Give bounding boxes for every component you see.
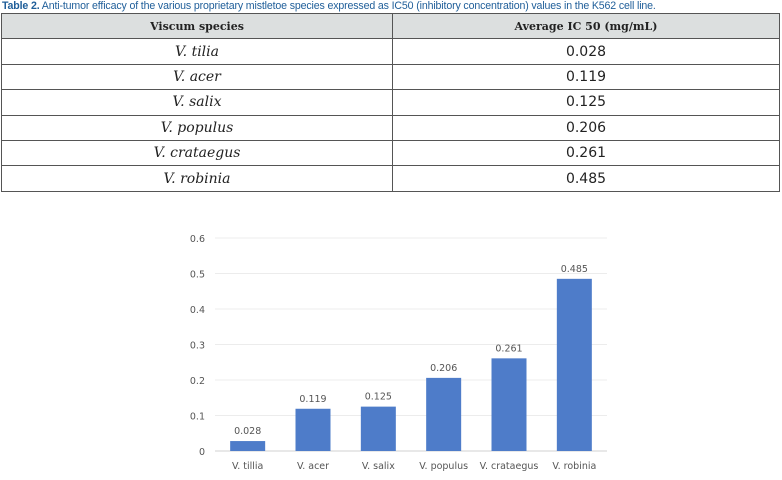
bar — [491, 358, 527, 451]
table-row: V. salix 0.125 — [1, 89, 780, 116]
caption-text: Anti-tumor efficacy of the various propr… — [39, 0, 656, 12]
header-ic50: Average IC 50 (mg/mL) — [392, 12, 780, 40]
ic50-cell: 0.028 — [392, 38, 780, 65]
bar — [295, 408, 331, 451]
x-tick-label: V. tillia — [232, 461, 263, 472]
y-tick-label: 0.2 — [190, 376, 205, 387]
header-species: Viscum species — [1, 12, 393, 40]
ic50-cell: 0.261 — [392, 139, 780, 167]
species-cell: V. acer — [1, 63, 393, 91]
bar — [426, 377, 462, 451]
bar — [360, 406, 396, 451]
x-tick-label: V. salix — [362, 461, 395, 472]
y-tick-label: 0.4 — [190, 305, 205, 316]
caption-label: Table 2. — [2, 0, 40, 12]
data-label: 0.206 — [430, 363, 457, 374]
x-tick-label: V. crataegus — [480, 461, 539, 472]
data-label: 0.028 — [234, 426, 261, 437]
x-tick-label: V. robinia — [552, 461, 596, 472]
y-tick-label: 0 — [199, 447, 205, 458]
x-tick-label: V. acer — [297, 461, 329, 472]
y-tick-label: 0.5 — [190, 270, 205, 281]
y-tick-label: 0.3 — [190, 341, 205, 352]
table-caption: Table 2. Anti-tumor efficacy of the vari… — [2, 0, 656, 12]
ic50-table: Viscum species Average IC 50 (mg/mL) V. … — [1, 12, 780, 192]
data-label: 0.485 — [561, 264, 588, 275]
y-tick-label: 0.1 — [190, 412, 205, 423]
table-row: V. robinia 0.485 — [1, 165, 780, 192]
species-cell: V. tilia — [1, 38, 393, 65]
data-label: 0.125 — [365, 392, 392, 403]
bar — [556, 278, 592, 451]
y-tick-label: 0.6 — [190, 234, 205, 245]
species-cell: V. robinia — [1, 165, 393, 192]
x-tick-label: V. populus — [419, 461, 468, 472]
table-row: V. tilia 0.028 — [1, 38, 780, 65]
data-label: 0.119 — [299, 394, 326, 405]
bar — [230, 441, 266, 451]
species-cell: V. salix — [1, 89, 393, 116]
ic50-cell: 0.485 — [392, 165, 780, 192]
table-row: V. acer 0.119 — [1, 63, 780, 91]
data-label: 0.261 — [495, 343, 522, 354]
